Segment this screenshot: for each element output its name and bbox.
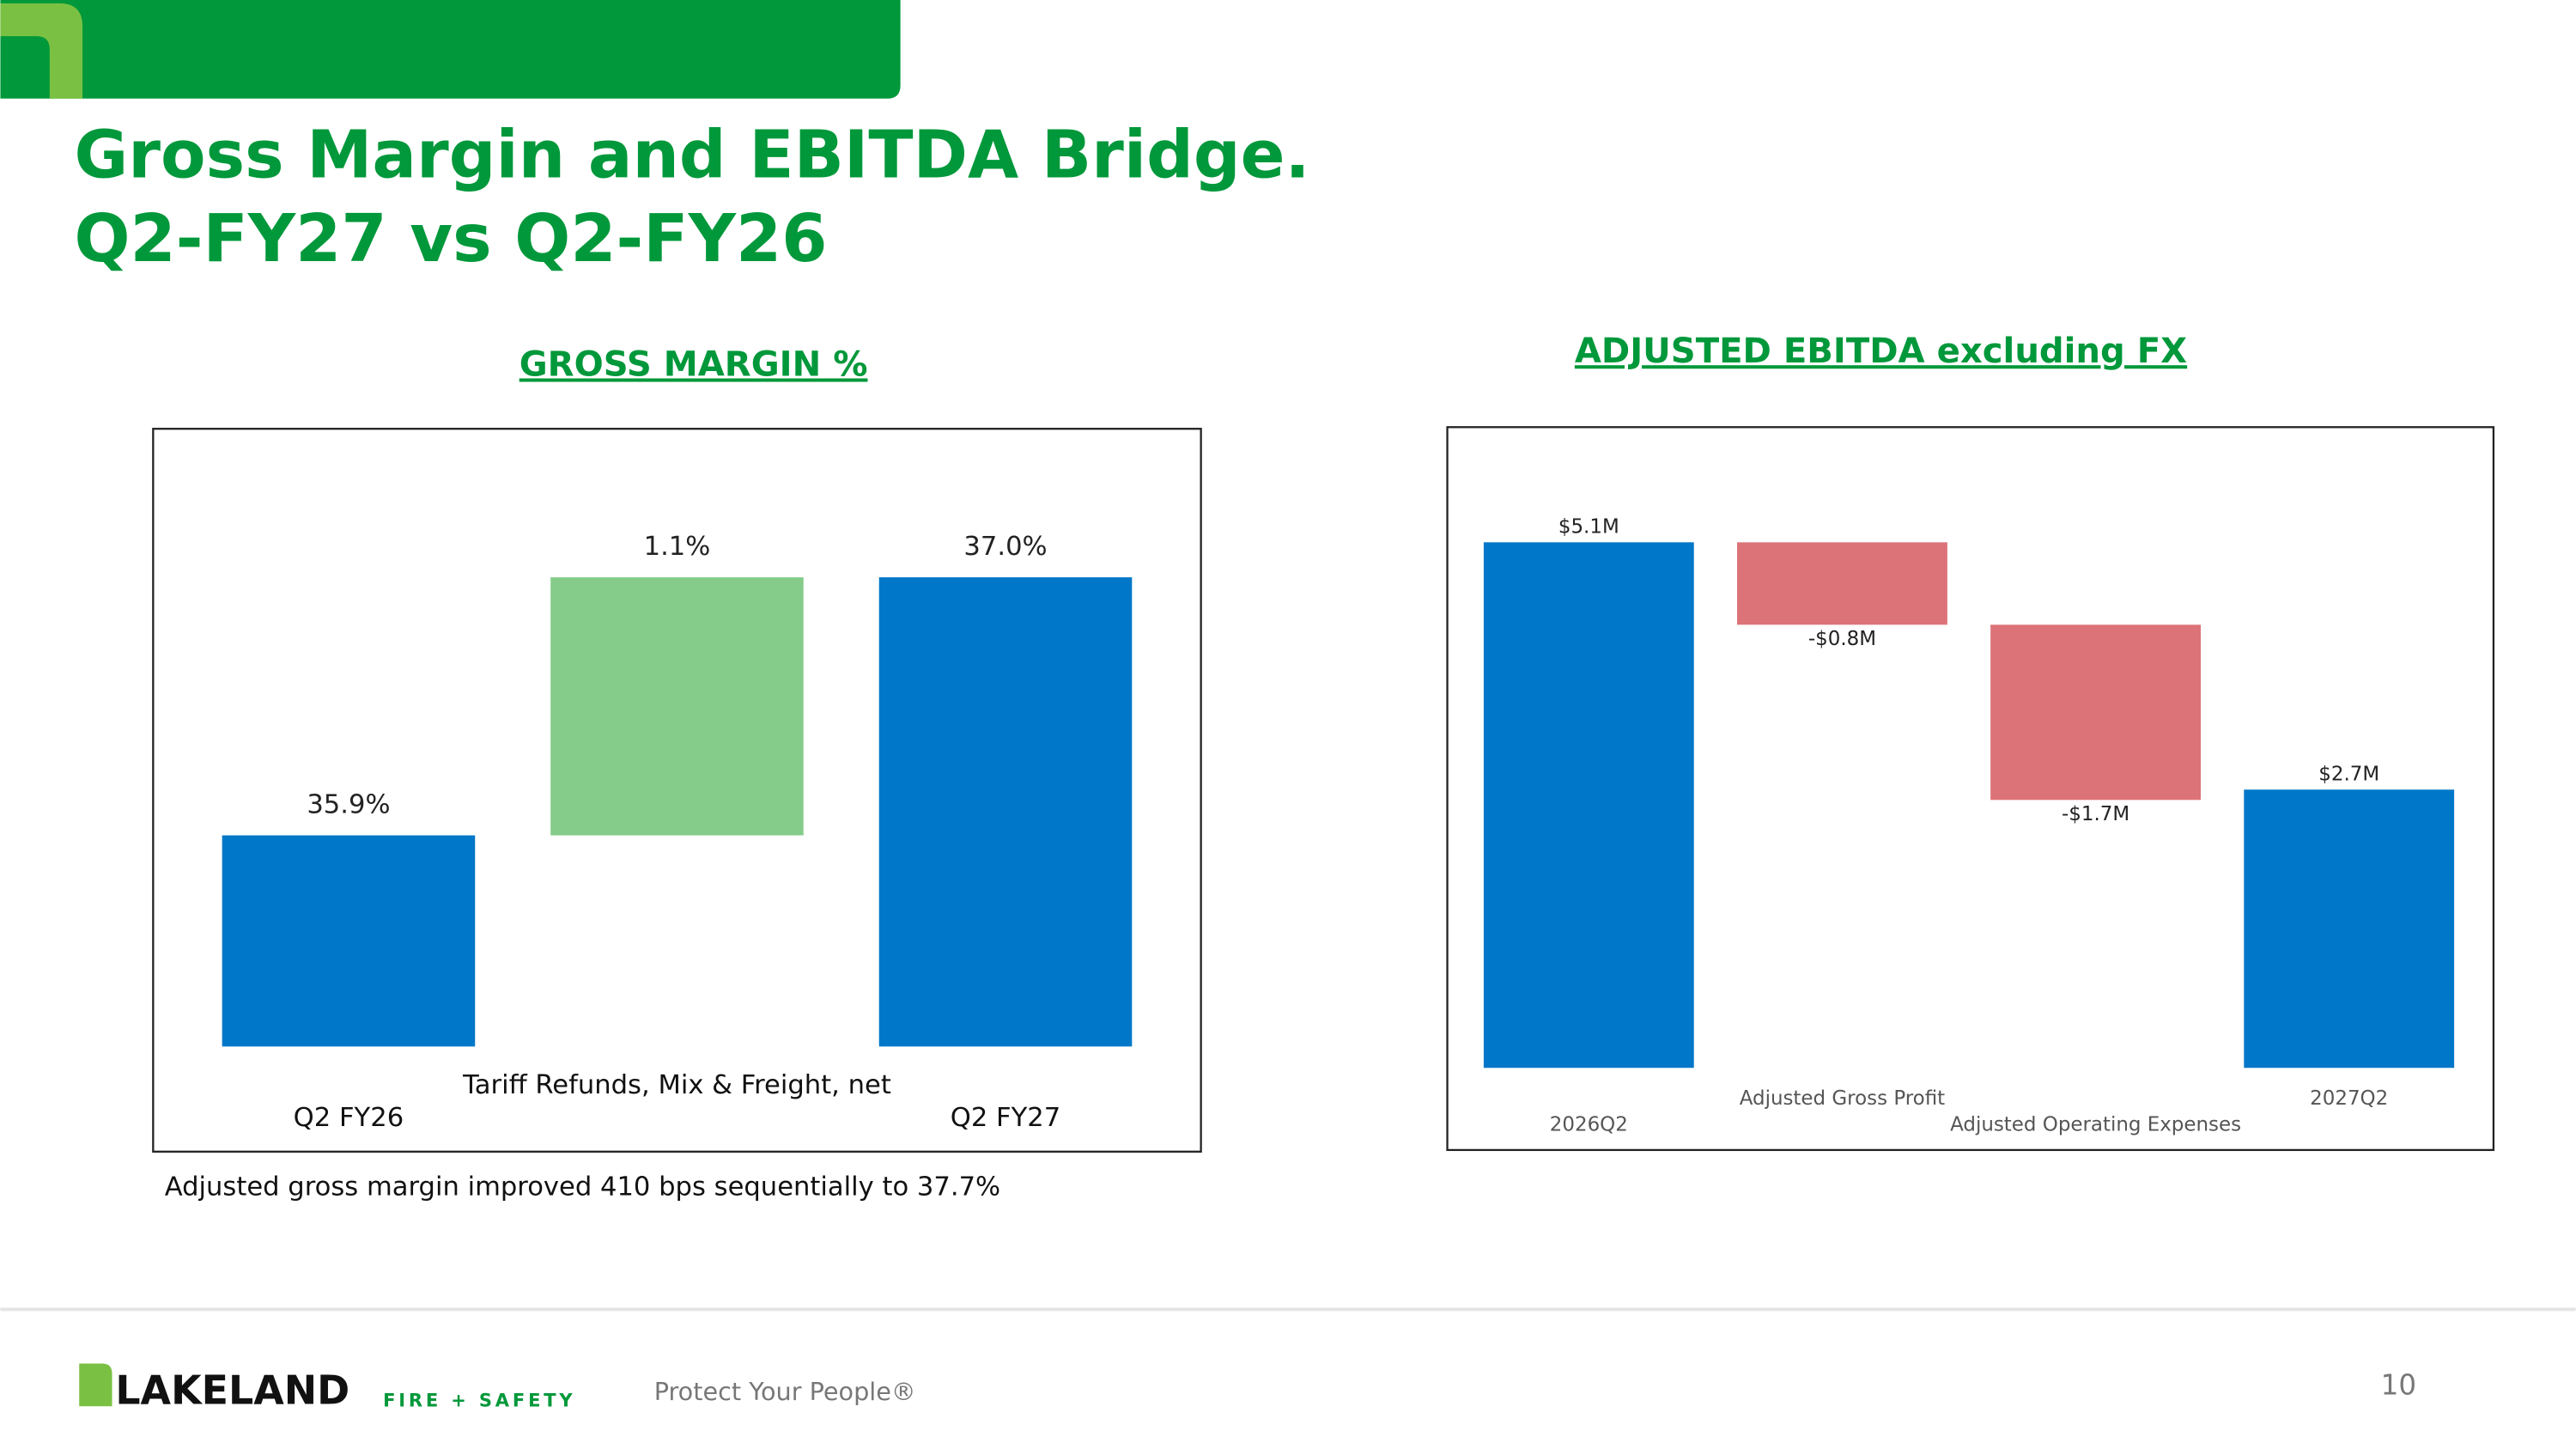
value-label: 35.9% bbox=[307, 790, 390, 820]
x-tick-label: Q2 FY27 bbox=[951, 1103, 1060, 1133]
page-number: 10 bbox=[2381, 1368, 2416, 1401]
bar bbox=[2244, 789, 2455, 1068]
value-label: -$1.7M bbox=[2062, 803, 2129, 825]
bar bbox=[1990, 624, 2201, 801]
logo-leaf bbox=[79, 1363, 112, 1407]
x-tick-label: Q2 FY26 bbox=[294, 1103, 404, 1133]
logo: LAKELAND bbox=[115, 1367, 349, 1413]
value-label: $2.7M bbox=[2318, 764, 2379, 786]
footnote: Adjusted gross margin improved 410 bps s… bbox=[165, 1172, 1000, 1202]
chart-frame bbox=[152, 428, 1202, 1153]
bar bbox=[1483, 542, 1694, 1068]
chart-title: ADJUSTED EBITDA excluding FX bbox=[1575, 332, 2187, 371]
x-tick-label: Tariff Refunds, Mix & Freight, net bbox=[462, 1070, 891, 1100]
title-line: Q2-FY27 vs Q2-FY26 bbox=[75, 201, 828, 277]
header-bar bbox=[0, 0, 901, 99]
value-label: 37.0% bbox=[963, 532, 1047, 562]
bar bbox=[550, 577, 804, 836]
bar bbox=[222, 835, 476, 1047]
x-tick-label: Adjusted Gross Profit bbox=[1740, 1087, 1945, 1110]
chart-title: GROSS MARGIN % bbox=[519, 345, 868, 385]
x-tick-label: 2027Q2 bbox=[2310, 1087, 2388, 1110]
x-tick-label: Adjusted Operating Expenses bbox=[1950, 1114, 2241, 1136]
title-line: Gross Margin and EBITDA Bridge. bbox=[75, 118, 1310, 194]
logo-tagline: FIRE + SAFETY bbox=[383, 1390, 575, 1411]
header-leaf bbox=[0, 3, 83, 99]
value-label: 1.1% bbox=[644, 532, 711, 562]
bar bbox=[1737, 542, 1947, 625]
bar bbox=[878, 577, 1133, 1047]
slogan: Protect Your People® bbox=[654, 1377, 916, 1406]
chart-frame bbox=[1446, 426, 2495, 1152]
value-label: -$0.8M bbox=[1808, 628, 1876, 650]
x-tick-label: 2026Q2 bbox=[1550, 1114, 1628, 1136]
value-label: $5.1M bbox=[1558, 516, 1619, 539]
